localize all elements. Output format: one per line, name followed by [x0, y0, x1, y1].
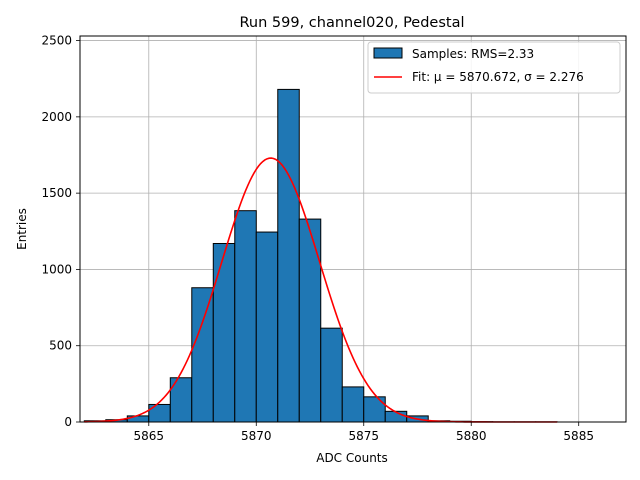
y-tick-label: 2000	[41, 110, 72, 124]
x-axis-label: ADC Counts	[316, 451, 388, 465]
histogram-bar	[341, 386, 365, 423]
histogram-bar	[363, 396, 386, 423]
histogram-bar	[148, 403, 171, 423]
y-tick-label: 0	[64, 415, 72, 429]
legend-label-fit: Fit: μ = 5870.672, σ = 2.276	[412, 70, 584, 84]
histogram-bar	[234, 210, 257, 423]
y-tick-label: 500	[49, 339, 72, 353]
x-tick-label: 5885	[563, 429, 594, 443]
y-tick-label: 1500	[41, 186, 72, 200]
legend-label-samples: Samples: RMS=2.33	[412, 47, 534, 61]
chart-title: Run 599, channel020, Pedestal	[239, 15, 464, 31]
x-tick-label: 5870	[241, 429, 272, 443]
y-tick-label: 1000	[41, 262, 72, 276]
y-tick-label: 2500	[41, 34, 72, 48]
histogram-bar	[277, 88, 300, 423]
histogram-bar	[255, 231, 279, 423]
histogram-bar	[320, 327, 343, 423]
legend-patch-samples	[373, 47, 403, 59]
plot-frame	[79, 35, 627, 423]
legend: Samples: RMS=2.33 Fit: μ = 5870.672, σ =…	[367, 41, 621, 94]
histogram-bar	[212, 242, 236, 423]
histogram-bar	[126, 415, 150, 423]
histogram-bars	[83, 88, 558, 423]
legend-box	[367, 41, 621, 94]
x-tick-label: 5880	[456, 429, 487, 443]
y-axis-label: Entries	[15, 208, 29, 250]
histogram-bar	[298, 218, 322, 423]
histogram-bar	[191, 287, 214, 423]
x-tick-label: 5865	[134, 429, 165, 443]
x-tick-label: 5875	[348, 429, 379, 443]
plot-background	[80, 36, 626, 422]
x-axis-ticks: 5865 5870 5875 5880 5885	[134, 422, 594, 443]
y-axis-ticks: 0 500 1000 1500 2000 2500	[41, 34, 80, 429]
